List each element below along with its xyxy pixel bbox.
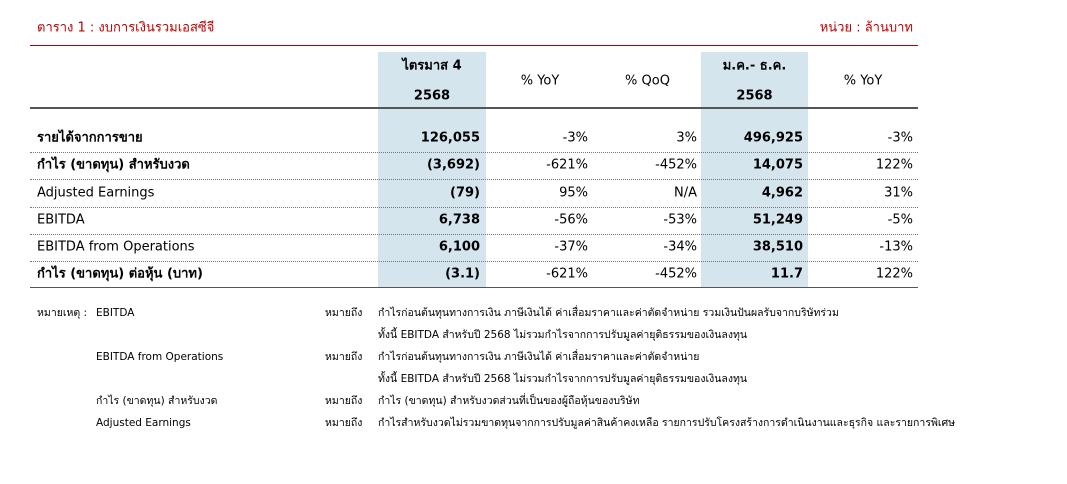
unit: หน่วย : ล้านบาท: [819, 20, 913, 36]
cell: 122%: [875, 266, 913, 282]
notes-prefix: หมายเหตุ :: [37, 306, 88, 319]
cell: -53%: [663, 212, 697, 228]
note-line: กำไร (ขาดทุน) สำหรับงวดส่วนที่เป็นของผู้…: [378, 394, 640, 407]
note-line: กำไรก่อนต้นทุนทางการเงิน ภาษีเงินได้ ค่า…: [378, 306, 839, 319]
row-label: กำไร (ขาดทุน) สำหรับงวด: [37, 157, 190, 173]
cell: -452%: [655, 157, 697, 173]
cell: -621%: [546, 266, 588, 282]
row-label: รายได้จากการขาย: [37, 130, 143, 146]
cell: -3%: [887, 130, 913, 146]
cell: (79): [450, 185, 480, 201]
cell: (3,692): [426, 157, 480, 173]
cell: -5%: [887, 212, 913, 228]
cell: 38,510: [752, 239, 803, 255]
cell: -13%: [879, 239, 913, 255]
cell: 31%: [884, 185, 913, 201]
note-term: EBITDA from Operations: [96, 350, 224, 363]
cell: 122%: [875, 157, 913, 173]
note-term: EBITDA: [96, 306, 135, 319]
note-means: หมายถึง: [325, 394, 363, 407]
cell: -621%: [546, 157, 588, 173]
row-separator: [30, 261, 918, 262]
note-line: ทั้งนี้ EBITDA สำหรับปี 2568 ไม่รวมกำไรจ…: [378, 372, 748, 385]
note-means: หมายถึง: [325, 306, 363, 319]
column-header: % YoY: [843, 73, 883, 89]
cell: 14,075: [752, 157, 803, 173]
note-means: หมายถึง: [325, 350, 363, 363]
column-header: 2568: [736, 88, 773, 104]
cell: 6,738: [438, 212, 480, 228]
title: ตาราง 1 : งบการเงินรวมเอสซีจี: [37, 20, 215, 36]
note-term: กำไร (ขาดทุน) สำหรับงวด: [96, 394, 218, 407]
row-separator: [30, 179, 918, 180]
cell: 3%: [676, 130, 697, 146]
note-line: กำไรก่อนต้นทุนทางการเงิน ภาษีเงินได้ ค่า…: [378, 350, 700, 363]
cell: -3%: [562, 130, 588, 146]
row-separator: [30, 234, 918, 235]
note-line: กำไรสำหรับงวดไม่รวมขาดทุนจากการปรับมูลค่…: [378, 416, 956, 429]
cell: (3.1): [445, 266, 480, 282]
shade: [378, 52, 486, 288]
row-separator: [30, 207, 918, 208]
row-label: กำไร (ขาดทุน) ต่อหุ้น (บาท): [37, 266, 203, 282]
cell: 126,055: [420, 130, 480, 146]
cell: -34%: [663, 239, 697, 255]
row-label: EBITDA: [37, 212, 85, 228]
cell: 95%: [559, 185, 588, 201]
cell: 6,100: [438, 239, 480, 255]
row-separator: [30, 152, 918, 153]
note-term: Adjusted Earnings: [96, 416, 191, 429]
cell: N/A: [674, 185, 697, 201]
note-means: หมายถึง: [325, 416, 363, 429]
cell: 51,249: [752, 212, 803, 228]
column-header: % YoY: [520, 73, 560, 89]
cell: -452%: [655, 266, 697, 282]
shade: [701, 52, 808, 288]
rule: [30, 107, 918, 109]
column-header: ไตรมาส 4: [402, 58, 462, 74]
cell: 11.7: [770, 266, 803, 282]
cell: -56%: [554, 212, 588, 228]
row-label: EBITDA from Operations: [37, 239, 195, 255]
column-header: ม.ค.- ธ.ค.: [722, 58, 787, 74]
cell: -37%: [554, 239, 588, 255]
note-line: ทั้งนี้ EBITDA สำหรับปี 2568 ไม่รวมกำไรจ…: [378, 328, 748, 341]
column-header: 2568: [413, 88, 451, 104]
rule: [30, 287, 918, 288]
row-label: Adjusted Earnings: [37, 185, 155, 201]
cell: 496,925: [743, 130, 803, 146]
rule: [30, 45, 918, 46]
cell: 4,962: [761, 185, 803, 201]
column-header: % QoQ: [625, 73, 670, 89]
